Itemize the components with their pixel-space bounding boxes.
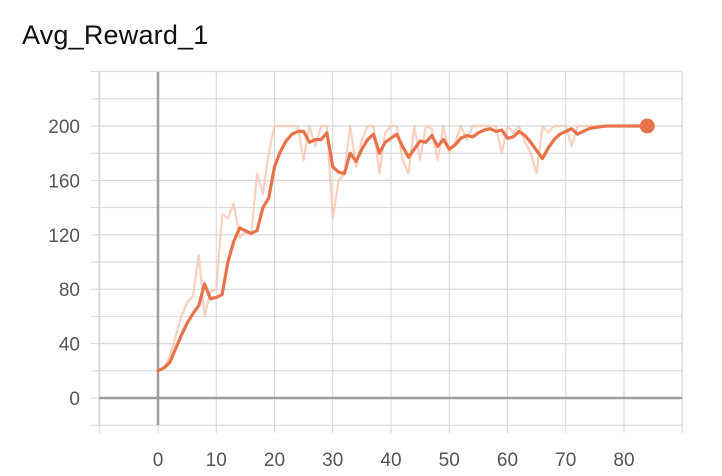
x-tick-label: 60: [497, 450, 518, 471]
y-tick-label: 40: [59, 335, 80, 356]
y-tick-label: 120: [48, 226, 80, 247]
chart-title: Avg_Reward_1: [22, 20, 209, 50]
last-point-marker: [639, 118, 655, 134]
x-tick-label: 40: [380, 450, 401, 471]
smoothed-series-line: [156, 124, 649, 373]
x-tick-label: 80: [613, 450, 634, 471]
y-tick-label: 80: [59, 280, 80, 301]
raw-series-line: [156, 124, 649, 372]
x-tick-label: 30: [322, 450, 343, 471]
y-tick-label: 0: [69, 389, 80, 410]
x-tick-label: 50: [439, 450, 460, 471]
x-tick-label: 70: [555, 450, 576, 471]
y-tick-label: 200: [48, 117, 80, 138]
x-tick-label: 10: [206, 450, 227, 471]
y-tick-label: 160: [48, 171, 80, 192]
x-tick-label: 20: [264, 450, 285, 471]
x-tick-label: 0: [153, 450, 164, 471]
